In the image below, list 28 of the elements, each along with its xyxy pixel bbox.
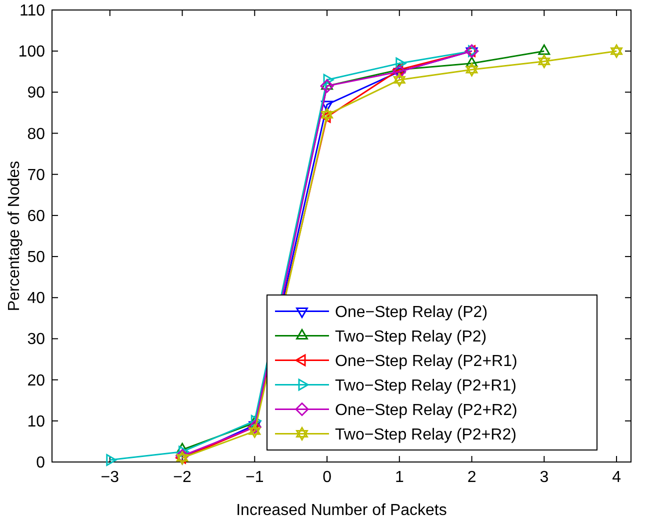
x-axis-title: Increased Number of Packets: [236, 502, 447, 519]
x-tick-label: 2: [467, 469, 476, 486]
y-tick-label: 70: [27, 166, 46, 184]
y-tick-label: 90: [27, 84, 46, 102]
legend-label: One−Step Relay (P2+R1): [335, 352, 518, 370]
y-tick-label: 30: [27, 331, 46, 348]
y-tick-label: 50: [27, 249, 46, 266]
x-tick-label: 4: [612, 469, 622, 486]
x-tick-label: 1: [394, 469, 404, 486]
y-tick-label: 60: [27, 208, 46, 225]
y-tick-label: 10: [27, 413, 46, 430]
legend-label: One−Step Relay (P2+R2): [335, 402, 518, 419]
y-tick-label: 20: [27, 372, 46, 390]
y-axis-title: Percentage of Nodes: [6, 160, 23, 312]
x-tick-label: −1: [246, 469, 264, 486]
legend-label: Two−Step Relay (P2+R1): [335, 377, 516, 394]
legend-label: Two−Step Relay (P2): [335, 328, 487, 346]
y-tick-label: 0: [36, 454, 46, 472]
x-tick-label: 0: [322, 469, 332, 486]
y-tick-label: 80: [27, 126, 46, 143]
x-tick-label: −2: [173, 469, 192, 486]
x-tick-label: −3: [100, 469, 120, 486]
y-tick-label: 40: [27, 290, 46, 308]
legend-label: One−Step Relay (P2): [335, 304, 488, 321]
legend-label: Two−Step Relay (P2+R2): [335, 426, 516, 444]
y-tick-label: 100: [18, 44, 46, 61]
y-tick-label: 110: [19, 2, 46, 20]
x-tick-label: 3: [540, 469, 549, 486]
